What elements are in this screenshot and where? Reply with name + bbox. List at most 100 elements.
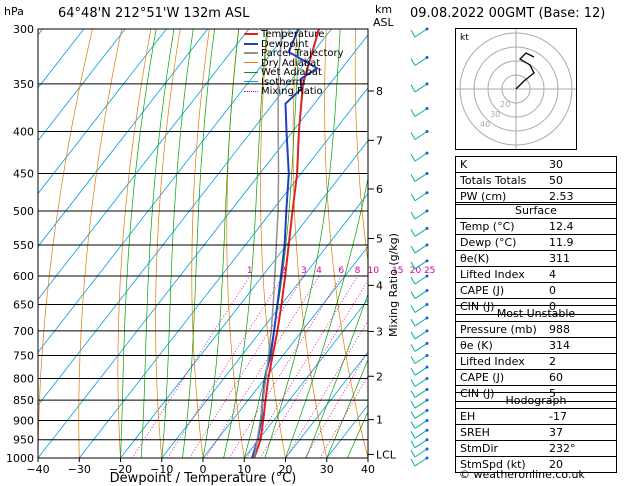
km-tick-label: 4 bbox=[376, 279, 383, 292]
wind-barb bbox=[414, 410, 428, 419]
km-label: km bbox=[375, 3, 393, 16]
hodograph-trace bbox=[515, 52, 535, 90]
wind-barb bbox=[410, 229, 416, 237]
isotherm-line bbox=[202, 245, 368, 458]
km-tick-label: LCL bbox=[376, 448, 397, 461]
wind-barb-dot bbox=[425, 171, 429, 175]
index-row-pw: PW (cm) 2.53 bbox=[456, 188, 616, 204]
pressure-tick-label: 650 bbox=[13, 299, 34, 312]
wind-barb bbox=[414, 152, 428, 162]
wind-barb bbox=[410, 193, 416, 201]
mu-row: CAPE (J) 60 bbox=[456, 369, 616, 385]
wind-barb bbox=[410, 449, 416, 458]
surface-row: θe(K) 311 bbox=[456, 250, 616, 266]
isotherm-line bbox=[161, 192, 368, 458]
isotherm-line bbox=[78, 87, 368, 458]
isotherm-line bbox=[120, 140, 368, 458]
footer-credit: © weatheronline.co.uk bbox=[459, 468, 585, 481]
km-tick-label: 7 bbox=[376, 134, 383, 147]
wet-adiabat-line bbox=[347, 410, 368, 458]
dry-adiabat-line bbox=[619, 29, 629, 458]
x-axis-label: Dewpoint / Temperature (°C) bbox=[110, 471, 297, 486]
pressure-tick-label: 900 bbox=[13, 414, 34, 427]
wind-barb-dot bbox=[425, 376, 429, 380]
hodograph-kt-label: kt bbox=[460, 33, 469, 43]
wind-barb bbox=[410, 390, 416, 398]
wind-barb bbox=[414, 192, 428, 202]
legend-item-isotherm: Isotherm bbox=[244, 77, 344, 87]
asl-label: ASL bbox=[373, 16, 394, 29]
wind-barb-dot bbox=[425, 259, 429, 263]
hodograph-ring-label: 40 bbox=[480, 120, 490, 129]
wind-barb-dot bbox=[425, 274, 429, 278]
pressure-tick-label: 700 bbox=[13, 325, 34, 338]
dry-adiabat-line bbox=[78, 29, 123, 458]
wind-barb-dot bbox=[425, 82, 429, 86]
hodograph-table: Hodograph EH -17 SREH 37 StmDir 232° StmSpd… bbox=[455, 392, 617, 473]
wet-adiabat-line bbox=[326, 358, 368, 458]
wind-barb bbox=[414, 83, 428, 93]
wind-barb bbox=[414, 330, 428, 340]
datetime-label: 09.08.2022 00GMT (Base: 12) bbox=[410, 6, 606, 21]
wind-barb bbox=[410, 400, 416, 409]
x-tick-label: 40 bbox=[361, 463, 375, 476]
wind-barb-dot bbox=[425, 27, 429, 31]
mixing-ratio-axis-label: Mixing Ratio (g/kg) bbox=[387, 233, 400, 337]
wind-barb bbox=[410, 211, 416, 220]
x-tick-label: −20 bbox=[109, 463, 132, 476]
km-tick-label: 6 bbox=[376, 183, 383, 196]
mixing-ratio-label: 2 bbox=[280, 266, 286, 276]
wind-barb-dot bbox=[425, 191, 429, 195]
mixing-ratio-line bbox=[167, 275, 284, 458]
wind-barb-dot bbox=[425, 151, 429, 155]
wind-barb bbox=[414, 260, 428, 270]
isotherm-line bbox=[38, 29, 250, 300]
mixing-ratio-line bbox=[228, 275, 342, 458]
isotherm-line bbox=[38, 34, 368, 458]
mixing-ratio-label: 10 bbox=[368, 266, 380, 276]
isotherm-line bbox=[38, 29, 332, 406]
pressure-tick-label: 750 bbox=[13, 349, 34, 362]
wind-barb bbox=[414, 420, 428, 429]
wind-barb-dot bbox=[425, 243, 429, 247]
most-unstable-title: Most Unstable bbox=[496, 307, 576, 320]
wind-barb bbox=[410, 245, 416, 254]
mixing-ratio-line bbox=[285, 319, 368, 458]
pressure-tick-label: 950 bbox=[13, 434, 34, 447]
mixing-ratio-line bbox=[189, 275, 305, 458]
wind-barb-dot bbox=[425, 456, 429, 460]
wind-barb-dot bbox=[425, 341, 429, 345]
wind-barb bbox=[410, 458, 416, 467]
mu-row: θe (K) 314 bbox=[456, 337, 616, 353]
km-tick-label: 5 bbox=[376, 232, 383, 245]
hodo-row: EH -17 bbox=[456, 408, 616, 424]
wind-barb bbox=[414, 304, 428, 313]
wind-barb bbox=[410, 356, 416, 364]
wind-barb bbox=[410, 291, 416, 299]
pressure-tick-label: 450 bbox=[13, 167, 34, 180]
wind-barb-dot bbox=[425, 353, 429, 357]
station-location: 64°48'N 212°51'W 132m ASL bbox=[58, 6, 250, 21]
wind-barb bbox=[414, 448, 428, 458]
wind-barb-dot bbox=[425, 209, 429, 213]
mixing-ratio-label: 4 bbox=[316, 266, 322, 276]
km-tick-label: 8 bbox=[376, 85, 383, 98]
wind-barb bbox=[410, 430, 416, 439]
km-tick-label: 3 bbox=[376, 325, 383, 338]
wind-barb bbox=[414, 429, 428, 439]
mixing-ratio-label: 25 bbox=[424, 266, 435, 276]
wind-barb bbox=[410, 132, 416, 140]
pressure-tick-label: 400 bbox=[13, 126, 34, 139]
wind-barb-dot bbox=[425, 329, 429, 333]
wind-barb bbox=[414, 399, 428, 409]
wind-barb bbox=[410, 109, 416, 117]
wind-barb bbox=[410, 261, 416, 270]
pressure-tick-label: 300 bbox=[13, 23, 34, 36]
isotherm-line bbox=[38, 29, 208, 248]
wind-barb bbox=[414, 378, 428, 387]
wind-barb bbox=[414, 355, 428, 364]
wind-barb bbox=[410, 331, 416, 340]
dry-adiabat-line bbox=[38, 29, 93, 458]
wet-adiabat-line bbox=[202, 29, 240, 458]
